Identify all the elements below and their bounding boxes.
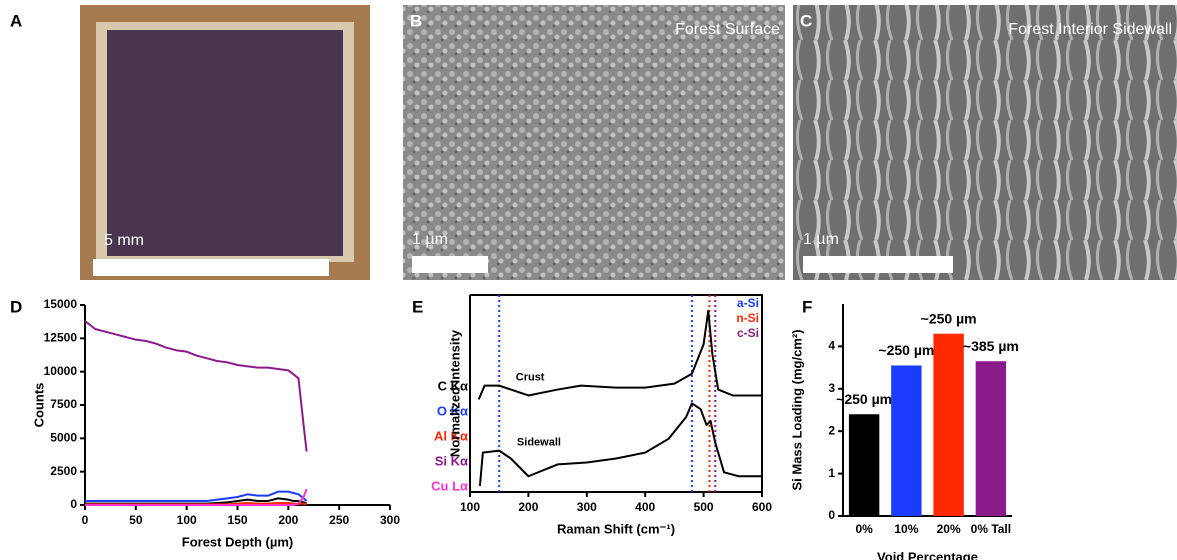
bar-label: ~250 µm [878,342,934,358]
scale-label: 1 µm [412,231,448,248]
x-tick-label: 200 [518,500,538,514]
y-axis-title: Normalized Intensity [447,329,462,457]
sem-b: 1 µm Forest Surface [403,5,785,280]
panel-label: D [10,297,22,316]
y-tick-label: 4 [828,339,835,353]
x-tick-label: 20% [937,522,961,536]
y-axis-title: Si Mass Loading (mg/cm²) [789,329,804,490]
x-tick-label: 300 [577,500,597,514]
y-tick-label: 7500 [50,397,77,411]
y-tick-label: 2500 [50,464,77,478]
y-tick-label: 12500 [44,331,78,345]
series-line [85,321,307,452]
bar [976,361,1006,516]
y-tick-label: 0 [70,497,77,511]
x-tick-label: 0% Tall [971,522,1011,536]
reference-label: a-Si [737,296,759,310]
bar [933,334,963,516]
x-tick-label: 200 [278,513,298,527]
x-axis-title: Forest Depth (µm) [182,534,294,549]
bar-label: ~385 µm [963,338,1019,354]
y-tick-label: 10000 [44,364,78,378]
x-tick-label: 100 [177,513,197,527]
bar-label: ~250 µm [921,310,977,326]
scale-label: 1 µm [803,231,839,248]
y-tick-label: 2 [828,423,835,437]
x-tick-label: 600 [752,500,772,514]
panel-label: C [800,11,812,30]
y-axis-title: Counts [31,383,46,428]
x-tick-label: 100 [460,500,480,514]
x-tick-label: 250 [329,513,349,527]
y-tick-label: 1 [828,466,835,480]
panel-label: E [412,297,423,316]
x-tick-label: 150 [227,513,247,527]
x-tick-label: 0 [82,513,89,527]
scale-label: 5 mm [104,232,144,249]
x-axis-title: Void Percentage [877,549,978,560]
x-tick-label: 0% [855,522,873,536]
image-title: Forest Interior Sidewall [1008,21,1172,38]
series-label: Sidewall [517,437,561,449]
reference-label: n-Si [736,311,759,325]
bar [891,365,921,516]
series-label: Crust [516,372,545,384]
x-tick-label: 500 [694,500,714,514]
bar [849,414,879,516]
x-axis-title: Raman Shift (cm⁻¹) [557,521,675,536]
y-tick-label: 5000 [50,431,77,445]
photo-a: 5 mm [80,5,370,280]
x-tick-label: 300 [380,513,400,527]
axis-line [85,305,390,505]
image-title: Forest Surface [675,21,780,38]
panel-label: A [10,11,22,30]
y-tick-label: 0 [828,508,835,522]
panel-label: F [802,297,812,316]
figure: 5 mm 1 µm Forest Surface 1 µm Forest Int… [0,0,1177,560]
panel-label: B [410,11,422,30]
reference-label: c-Si [737,326,759,340]
sem-c: 1 µm Forest Interior Sidewall [793,5,1177,280]
x-tick-label: 50 [129,513,143,527]
legend-label: Cu Lα [431,478,468,493]
series-line [479,311,762,400]
x-tick-label: 400 [635,500,655,514]
x-tick-label: 10% [894,522,918,536]
y-tick-label: 3 [828,381,835,395]
bar-label: ~250 µm [836,391,892,407]
y-tick-label: 15000 [44,297,78,311]
